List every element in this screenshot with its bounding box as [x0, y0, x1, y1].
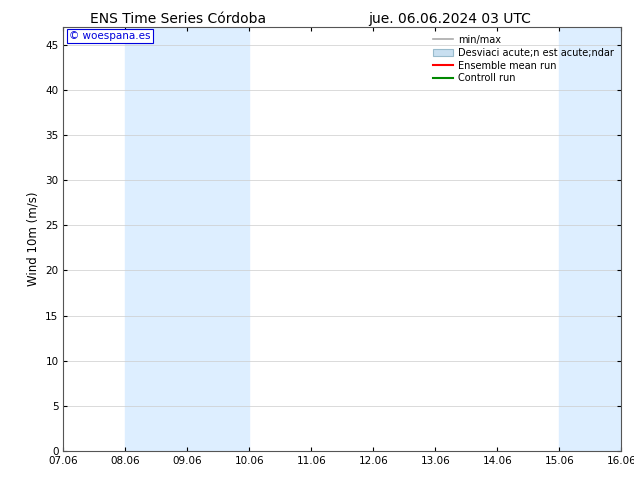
- Text: jue. 06.06.2024 03 UTC: jue. 06.06.2024 03 UTC: [368, 12, 531, 26]
- Legend: min/max, Desviaci acute;n est acute;ndar, Ensemble mean run, Controll run: min/max, Desviaci acute;n est acute;ndar…: [430, 32, 616, 86]
- Bar: [559, 27, 621, 451]
- Y-axis label: Wind 10m (m/s): Wind 10m (m/s): [27, 192, 40, 286]
- Text: ENS Time Series Córdoba: ENS Time Series Córdoba: [90, 12, 266, 26]
- Bar: [126, 27, 249, 451]
- Text: © woespana.es: © woespana.es: [69, 31, 150, 41]
